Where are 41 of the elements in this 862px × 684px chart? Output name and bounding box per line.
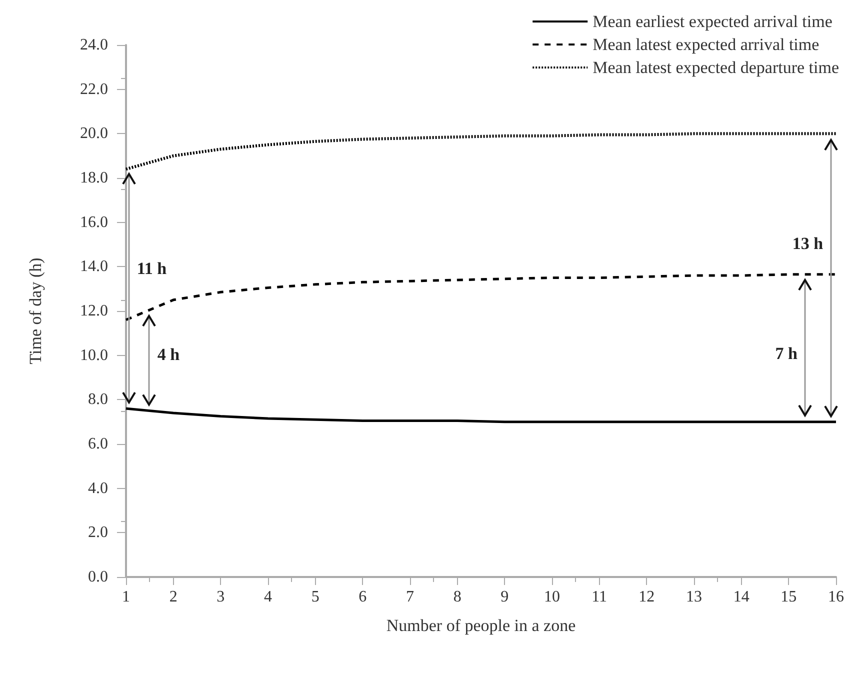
y-tick-label: 18.0 [80,170,108,186]
x-tick-label: 13 [686,588,702,606]
x-tick-label: 16 [828,588,844,606]
y-tick-label: 10.0 [80,346,108,364]
x-tick-label: 4 [264,588,272,606]
line-series [124,132,838,171]
x-tick-label: 7 [406,588,414,606]
x-tick-label: 9 [500,588,509,606]
y-tick-label: 24.0 [80,36,108,54]
annotation: 13 h [792,234,824,254]
annotation: 4 h [157,344,180,365]
x-tick-label: 5 [311,588,320,606]
y-tick-label: 12.0 [80,302,108,320]
y-tick-label: 6.0 [88,436,108,452]
x-tick-label: 6 [358,588,367,606]
x-tick-label: 1 [122,588,130,606]
x-tick-label: 12 [638,588,655,606]
x-tick-label: 10 [544,588,560,606]
x-axis-title: Number of people in a zone [386,616,576,635]
x-tick-label: 8 [453,588,462,606]
y-tick-label: 0.0 [88,568,108,586]
y-tick-label: 16.0 [80,214,108,231]
annotation: 11 h [136,259,167,280]
annotation: 7 h [775,344,798,364]
y-tick-label: 2.0 [88,524,108,542]
y-tick-label: 22.0 [80,80,108,98]
y-tick-label: 14.0 [80,258,108,276]
x-tick-label: 15 [780,588,797,606]
y-tick-label: 8.0 [88,391,108,408]
line-series [124,407,838,424]
legend-label: Mean earliest expected arrival time [592,12,832,31]
legend-label: Mean latest expected arrival time [592,35,820,54]
legend-label: Mean latest expected departure time [592,58,840,77]
x-tick-label: 11 [592,588,608,606]
line-series [124,273,838,322]
y-tick-label: 20.0 [80,125,108,142]
y-tick-label: 4.0 [88,480,108,497]
y-axis-title: Time of day (h) [26,258,45,364]
x-tick-label: 2 [169,588,178,606]
x-tick-label: 3 [216,588,225,606]
x-tick-label: 14 [733,588,750,606]
